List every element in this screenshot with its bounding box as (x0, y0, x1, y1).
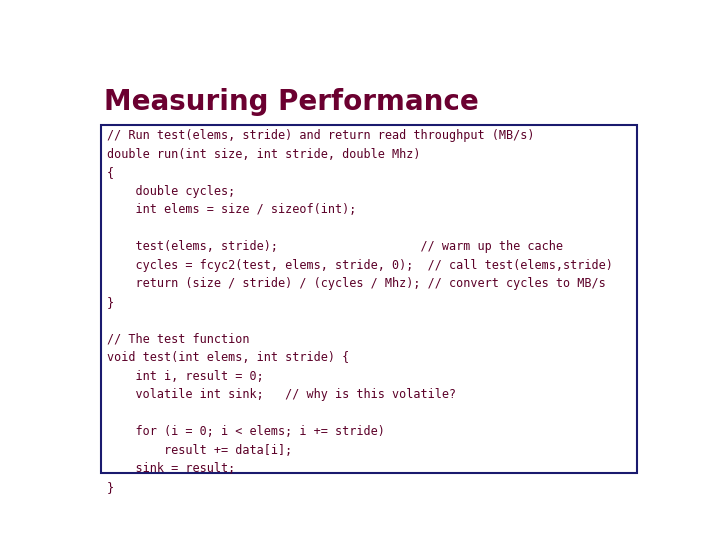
Text: Measuring Performance: Measuring Performance (104, 88, 479, 116)
Text: // Run test(elems, stride) and return read throughput (MB/s)
double run(int size: // Run test(elems, stride) and return re… (107, 130, 613, 494)
FancyBboxPatch shape (101, 125, 637, 473)
